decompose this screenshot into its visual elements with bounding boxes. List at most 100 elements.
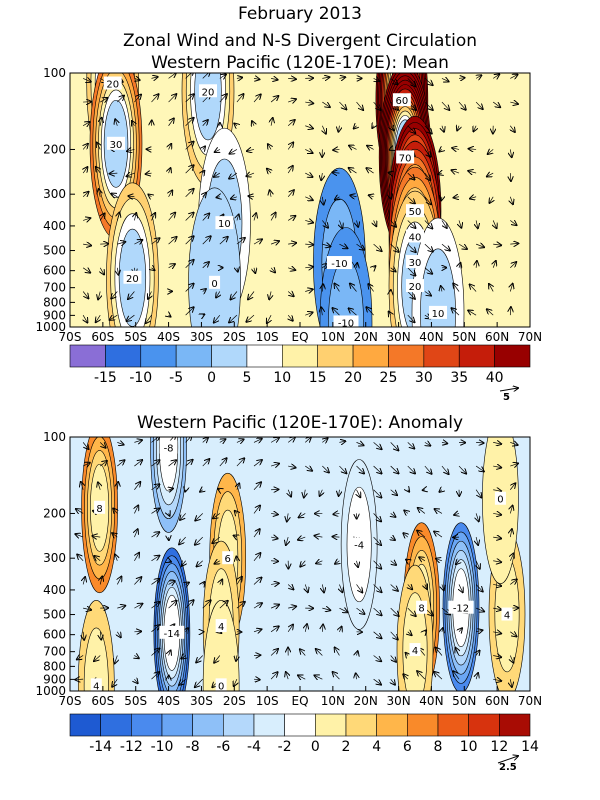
circulation-vector [436,559,443,561]
anomaly-x-axis: 70S 60S 50S 40S 30S 20S 10S EQ 10N 20N 30N 40N 50N 60… [59,686,542,708]
circulation-vector [305,173,312,177]
colorbar-swatch [105,344,142,368]
circulation-vector [271,561,278,562]
circulation-vector [305,197,313,200]
circulation-vector [151,77,157,79]
circulation-vector [408,632,412,635]
circulation-vector [488,149,494,154]
colorbar-swatch [494,344,531,368]
circulation-vector [168,264,175,268]
circulation-vector [425,584,427,588]
mean-colorbar: -15 -10 -5 0 5 10 15 20 25 30 35 40 [69,344,531,386]
circulation-vector [146,173,152,174]
circulation-vector [321,173,322,180]
circulation-vector [476,261,477,268]
mean-x-axis: 70S 60S 50S 40S 30S 20S 10S EQ 10N 20N 30N 40N 50N 60… [59,322,542,344]
circulation-vector [134,505,138,514]
circulation-vector [168,118,174,126]
x-tick-label: 10N [321,694,345,708]
circulation-vector [117,267,118,275]
circulation-vector [100,213,104,221]
circulation-vector [475,584,483,591]
circulation-vector [100,631,101,640]
circulation-vector [339,489,340,496]
contour-label-box [429,305,447,319]
circulation-vector [468,171,477,173]
contour-label: 8 [96,504,102,515]
circulation-vector [270,190,271,197]
contour-label-box [448,600,474,614]
circulation-vector [236,557,237,561]
circulation-vector [424,149,431,156]
y-tick-label: 200 [43,506,66,520]
circulation-vector [127,173,135,176]
contour-label: 20 [409,282,422,293]
circulation-vector [407,465,415,473]
circulation-vector [510,442,517,445]
circulation-vector [185,94,194,103]
circulation-vector [151,268,154,270]
circulation-vector [417,671,426,680]
circulation-vector [510,220,516,225]
circulation-vector [117,460,124,467]
y-tick-label: 800 [43,295,66,309]
circulation-vector [305,126,313,129]
circulation-vector [390,607,399,616]
circulation-vector [442,584,444,590]
circulation-vector [253,679,260,680]
anomaly-colorbar: -14 -12 -10 -8 -6 -4 -2 0 2 4 6 8 10 12 14 [69,713,539,755]
circulation-vector [441,286,442,291]
circulation-vector [366,307,374,316]
circulation-vector [320,489,323,496]
circulation-vector [470,284,477,292]
circulation-vector [493,584,501,586]
circulation-vector [151,213,155,221]
y-tick-label: 300 [43,551,66,565]
circulation-vector [185,600,194,609]
circulation-vector [373,655,382,661]
y-tick-label: 900 [43,308,66,322]
circulation-vector [253,629,261,632]
circulation-vector [305,312,312,315]
circulation-vector [168,601,177,609]
circulation-vector [417,531,426,538]
circulation-vector [267,314,271,323]
circulation-vector [458,243,467,249]
circulation-vector [219,458,227,467]
y-tick-label: 1000 [35,684,66,698]
circulation-vector [237,215,239,221]
circulation-vector [510,506,512,514]
circulation-vector [475,489,481,498]
circulation-vector [92,536,101,537]
colorbar-tick-label: 6 [403,739,412,755]
circulation-vector [390,655,396,661]
y-tick-label: 600 [43,264,66,278]
circulation-vector [305,437,311,442]
circulation-vector [424,220,432,228]
circulation-vector [234,124,237,126]
circulation-vector [390,631,398,640]
circulation-vector [134,460,142,467]
circulation-vector [148,194,151,196]
circulation-vector [391,513,396,516]
circulation-vector [229,314,238,322]
circulation-vector [407,196,415,204]
circulation-vector [246,173,255,176]
circulation-vector [202,459,210,467]
circulation-vector [305,624,307,632]
circulation-vector [406,560,408,561]
circulation-vector [339,101,346,109]
circulation-vector [475,608,484,611]
circulation-vector [248,291,255,299]
contour-label-box [107,136,125,150]
colorbar-tick-label: 40 [486,370,504,386]
circulation-vector [453,284,460,292]
colorbar-tick-label: 15 [309,370,327,386]
mean-panel: Western Pacific (120E-170E): Mean 203020… [35,53,542,403]
circulation-vector [349,168,357,174]
colorbar-swatch [223,713,255,737]
colorbar-swatch [175,344,212,368]
circulation-vector [287,120,295,127]
contour-label: -4 [354,541,364,552]
